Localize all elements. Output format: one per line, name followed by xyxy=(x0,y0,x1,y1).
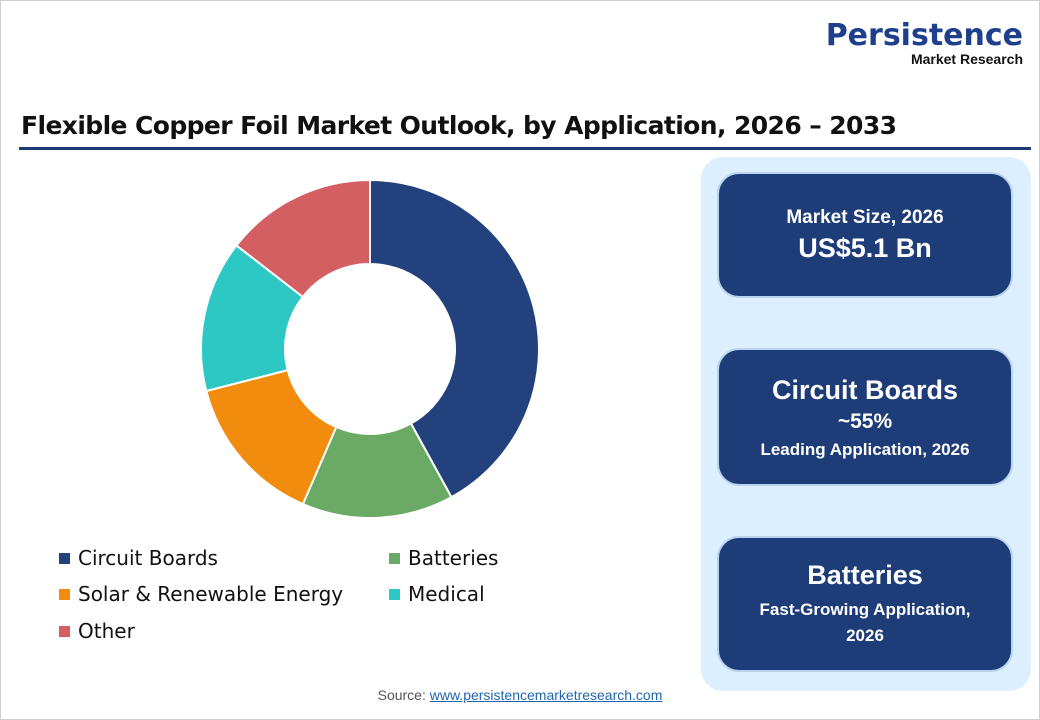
leading-application-caption: Leading Application, 2026 xyxy=(760,439,970,459)
logo: Persistence Market Research xyxy=(825,18,1023,68)
fast-growing-card: Batteries Fast-Growing Application, 2026 xyxy=(717,536,1013,672)
source-link[interactable]: www.persistencemarketresearch.com xyxy=(429,687,663,703)
chart-title: Flexible Copper Foil Market Outlook, by … xyxy=(21,111,897,140)
source-note: Source: www.persistencemarketresearch.co… xyxy=(1,687,1039,703)
leading-application-name: Circuit Boards xyxy=(771,374,959,405)
legend-swatch xyxy=(59,588,70,600)
donut-chart xyxy=(200,178,540,519)
source-prefix: Source: xyxy=(377,687,430,703)
legend-item: Medical xyxy=(389,582,485,606)
legend-label: Other xyxy=(78,619,135,643)
logo-sub: Market Research xyxy=(910,51,1023,67)
legend-swatch xyxy=(389,552,400,564)
legend-label: Circuit Boards xyxy=(78,546,218,570)
legend-item: Solar & Renewable Energy xyxy=(59,582,343,606)
legend-item: Batteries xyxy=(389,546,498,570)
fast-growing-caption: Fast-Growing Application, 2026 xyxy=(759,599,971,645)
legend-item: Circuit Boards xyxy=(59,546,218,570)
logo-main: Persistence xyxy=(825,18,1023,53)
donut-slice-circuit-boards xyxy=(369,178,540,499)
market-size-label: Market Size, 2026 xyxy=(786,206,944,228)
market-size-card: Market Size, 2026 US$5.1 Bn xyxy=(717,172,1013,298)
market-size-value: US$5.1 Bn xyxy=(798,232,932,263)
legend-label: Medical xyxy=(408,582,485,606)
donut-slice-other xyxy=(235,178,371,299)
leading-application-card: Circuit Boards ~55% Leading Application,… xyxy=(717,348,1013,486)
legend-swatch xyxy=(59,625,70,637)
fast-growing-name: Batteries xyxy=(807,559,923,590)
title-divider xyxy=(19,147,1031,150)
legend-swatch xyxy=(389,588,400,600)
legend-swatch xyxy=(59,552,70,564)
legend-label: Solar & Renewable Energy xyxy=(78,582,344,606)
legend-item: Other xyxy=(59,619,135,643)
leading-application-share: ~55% xyxy=(837,409,893,433)
legend-label: Batteries xyxy=(408,546,499,570)
